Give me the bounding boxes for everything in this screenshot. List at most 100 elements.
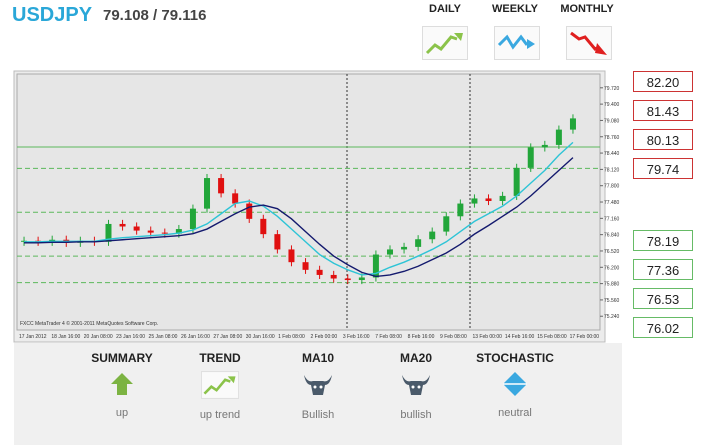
resistance-level: 82.20 xyxy=(633,71,693,92)
candle-body xyxy=(161,232,168,234)
candle-body xyxy=(175,229,182,234)
candle-body xyxy=(119,223,126,227)
y-tick-label: 75.880 xyxy=(604,282,620,288)
indicator: TREND up trend xyxy=(170,351,270,423)
resistance-level: 80.13 xyxy=(633,129,693,150)
indicator: SUMMARY up xyxy=(72,351,172,421)
x-tick-label: 25 Jan 08:00 xyxy=(149,334,178,340)
monthly-icon[interactable] xyxy=(566,26,612,60)
candle-body xyxy=(485,198,492,201)
candle-body xyxy=(344,278,351,281)
y-tick-label: 75.240 xyxy=(604,314,620,320)
candle-body xyxy=(274,234,281,250)
y-tick-label: 76.200 xyxy=(604,265,620,271)
y-tick-label: 78.440 xyxy=(604,151,620,157)
up-arrow-icon xyxy=(111,373,133,395)
y-tick-label: 75.560 xyxy=(604,298,620,304)
x-tick-label: 3 Feb 16:00 xyxy=(343,334,370,340)
x-tick-label: 7 Feb 08:00 xyxy=(375,334,402,340)
quote: 79.108 / 79.116 xyxy=(103,7,207,24)
y-tick-label: 77.160 xyxy=(604,216,620,222)
indicator: MA20 bullish xyxy=(366,351,466,423)
candle-body xyxy=(513,167,520,196)
resistance-level: 79.74 xyxy=(633,158,693,179)
y-tick-label: 79.400 xyxy=(604,102,620,108)
indicator: MA10 Bullish xyxy=(268,351,368,423)
candle-body xyxy=(429,231,436,240)
trend-icon xyxy=(201,371,239,399)
indicator-name: TREND xyxy=(199,351,241,365)
indicator-status: up trend xyxy=(199,409,241,421)
support-level: 77.36 xyxy=(633,259,693,280)
candle-body xyxy=(302,262,309,270)
chart-footer: FXCC MetaTrader 4 © 2001-2011 MetaQuotes… xyxy=(20,320,158,327)
ma-line xyxy=(24,141,574,276)
candle-body xyxy=(457,203,464,217)
y-tick-label: 79.720 xyxy=(604,86,620,92)
support-level: 76.53 xyxy=(633,288,693,309)
candle-body xyxy=(443,216,450,232)
x-tick-label: 13 Feb 00:00 xyxy=(472,334,502,340)
x-tick-label: 14 Feb 16:00 xyxy=(505,334,535,340)
candle-body xyxy=(358,277,365,281)
x-tick-label: 20 Jan 08:00 xyxy=(84,334,113,340)
y-tick-label: 76.520 xyxy=(604,249,620,255)
bull-icon xyxy=(402,375,430,395)
indicator-name: STOCHASTIC xyxy=(476,351,554,365)
candle-body xyxy=(133,226,140,231)
plot-area xyxy=(16,73,601,331)
neutral-icon xyxy=(503,372,527,396)
x-tick-label: 15 Feb 08:00 xyxy=(537,334,567,340)
period-label[interactable]: DAILY xyxy=(429,3,461,15)
y-tick-label: 77.800 xyxy=(604,184,620,190)
indicator-status: neutral xyxy=(498,407,532,419)
weekly-icon[interactable] xyxy=(494,26,540,60)
x-tick-label: 17 Feb 00:00 xyxy=(570,334,600,340)
period-label[interactable]: MONTHLY xyxy=(560,3,614,15)
resistance-level: 81.43 xyxy=(633,100,693,121)
indicator-name: MA10 xyxy=(301,351,334,365)
x-tick-label: 9 Feb 08:00 xyxy=(440,334,467,340)
indicator-name: MA20 xyxy=(399,351,432,365)
candle-body xyxy=(401,246,408,250)
indicator-status: up xyxy=(115,407,129,419)
indicator-name: SUMMARY xyxy=(91,351,153,365)
period-label[interactable]: WEEKLY xyxy=(491,3,539,15)
candle-body xyxy=(204,178,211,209)
candle-body xyxy=(471,198,478,204)
x-tick-label: 23 Jan 16:00 xyxy=(116,334,145,340)
ma-line xyxy=(24,157,574,278)
candle-body xyxy=(330,274,337,279)
indicator: STOCHASTIC neutral xyxy=(465,351,565,421)
y-tick-label: 77.480 xyxy=(604,200,620,206)
x-tick-label: 8 Feb 16:00 xyxy=(408,334,435,340)
candle-body xyxy=(415,239,422,247)
x-tick-label: 17 Jan 2012 xyxy=(19,334,47,340)
y-tick-label: 78.760 xyxy=(604,135,620,141)
candle-body xyxy=(372,254,379,278)
candle-body xyxy=(316,269,323,275)
support-level: 78.19 xyxy=(633,230,693,251)
candle-body xyxy=(147,230,154,233)
x-tick-label: 1 Feb 08:00 xyxy=(278,334,305,340)
daily-icon[interactable] xyxy=(422,26,468,60)
indicator-status: bullish xyxy=(400,409,432,421)
candle-body xyxy=(499,195,506,201)
symbol: USDJPY xyxy=(12,4,93,26)
bull-icon xyxy=(304,375,332,395)
x-tick-label: 30 Jan 16:00 xyxy=(246,334,275,340)
candle-body xyxy=(232,193,239,204)
candle-body xyxy=(189,208,196,230)
candle-body xyxy=(246,203,253,219)
candle-body xyxy=(527,147,534,168)
x-tick-label: 26 Jan 16:00 xyxy=(181,334,210,340)
candle-body xyxy=(105,223,112,242)
candle-body xyxy=(555,129,562,145)
chart: FXCC MetaTrader 4 © 2001-2011 MetaQuotes… xyxy=(13,70,620,343)
x-tick-label: 27 Jan 08:00 xyxy=(213,334,242,340)
y-tick-label: 79.080 xyxy=(604,118,620,124)
x-tick-label: 18 Jan 16:00 xyxy=(51,334,80,340)
y-tick-label: 76.840 xyxy=(604,233,620,239)
x-tick-label: 2 Feb 00:00 xyxy=(311,334,338,340)
candle-body xyxy=(288,249,295,263)
